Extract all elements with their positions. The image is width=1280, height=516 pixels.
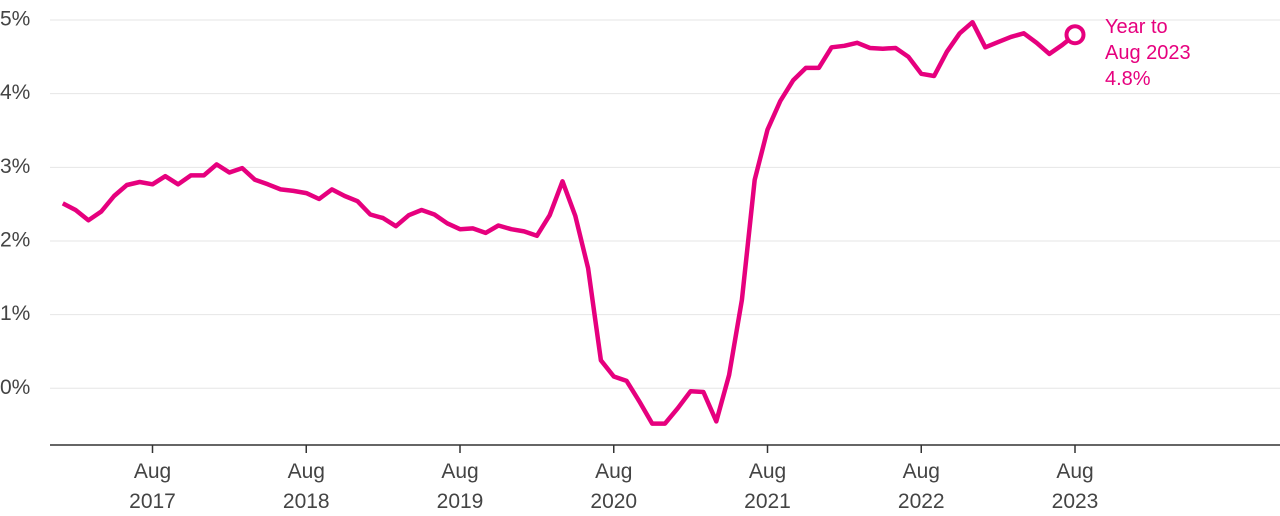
annotation: 4.8% (1105, 68, 1151, 90)
data-line (61, 19, 1077, 426)
y-tick-label: 1% (0, 302, 30, 325)
y-tick-label: 5% (0, 8, 30, 31)
x-tick-label: Aug 2018 (283, 460, 330, 513)
x-tick-label: Aug 2019 (437, 460, 484, 513)
x-tick-label: Aug 2017 (129, 460, 176, 513)
annotation: Aug 2023 (1105, 42, 1191, 64)
y-tick-label: 3% (0, 155, 30, 178)
x-tick-label: Aug 2021 (744, 460, 791, 513)
x-tick-label: Aug 2022 (898, 460, 945, 513)
annotation: Year to (1105, 16, 1168, 38)
x-tick-label: Aug 2020 (590, 460, 637, 513)
x-tick-label: Aug 2023 (1052, 460, 1099, 513)
y-tick-label: 2% (0, 229, 30, 252)
y-tick-label: 0% (0, 376, 30, 399)
y-tick-label: 4% (0, 81, 30, 104)
end-point (1064, 24, 1086, 46)
